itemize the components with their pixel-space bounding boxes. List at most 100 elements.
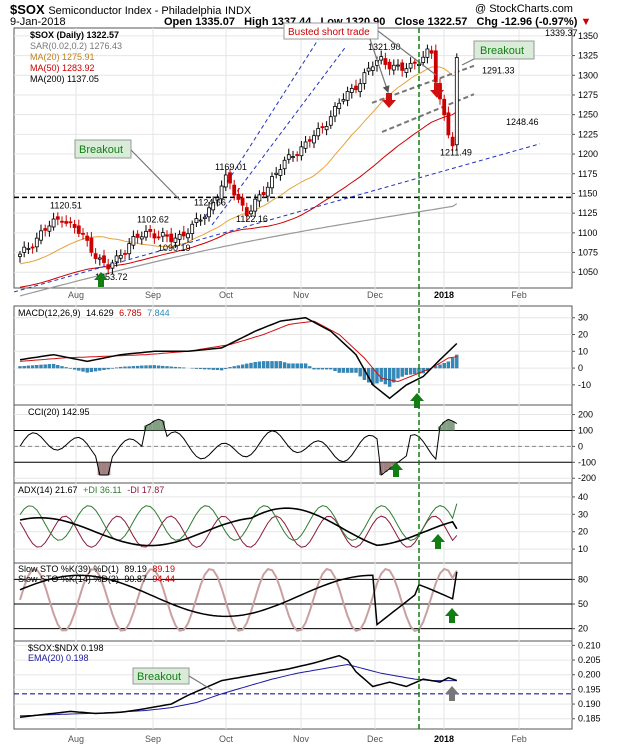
- legend-sar: SAR(0.02,0.2) 1276.43: [30, 41, 122, 51]
- macd-histogram-bar: [266, 361, 270, 369]
- y-tick-label: 0.190: [578, 699, 601, 709]
- candle-body: [442, 98, 447, 116]
- candle-body: [454, 57, 459, 146]
- neutral-arrow-icon: [445, 686, 459, 701]
- macd-histogram-bar: [81, 367, 85, 372]
- ratio-panel: [13, 640, 573, 730]
- macd-histogram-bar: [198, 367, 203, 369]
- candle-body: [114, 255, 119, 263]
- candle-body: [198, 219, 203, 222]
- macd-histogram-bar: [51, 363, 56, 369]
- candle-body: [244, 207, 249, 216]
- ma20-line: [19, 66, 457, 265]
- y-tick-label: 1125: [578, 208, 597, 218]
- macd-histogram-bar: [320, 367, 325, 370]
- y-tick-label: 10: [578, 544, 588, 554]
- candle-body: [404, 68, 409, 73]
- price-label: 1122.16: [236, 214, 268, 224]
- candle-body: [135, 233, 140, 238]
- macd-histogram-bar: [93, 367, 98, 372]
- macd-histogram-bar: [383, 367, 388, 385]
- candle-body: [165, 234, 169, 237]
- legend-macd-name: MACD(12,26,9): [18, 308, 81, 318]
- candle-body: [47, 225, 52, 232]
- macd-histogram-bar: [77, 367, 81, 371]
- macd-histogram-bar: [303, 363, 308, 369]
- price-label: 1124.66: [194, 197, 226, 207]
- long-trendline: [13, 143, 541, 293]
- symbol: $SOX: [10, 2, 45, 17]
- index-name: Semiconductor Index - Philadelphia: [48, 5, 222, 17]
- macd-histogram-bar: [194, 367, 199, 369]
- candle-body: [89, 237, 94, 253]
- sell-arrow-icon: [382, 93, 396, 108]
- macd-histogram-bar: [39, 364, 43, 369]
- cci-overbought-fill: [160, 420, 165, 431]
- price-label: 1339.37: [545, 28, 578, 38]
- candle-body: [274, 172, 279, 175]
- legend-adx-mdi: -DI 17.87: [127, 485, 164, 495]
- cci-overbought-fill: [446, 419, 451, 431]
- chart-title: $SOX Semiconductor Index - Philadelphia …: [10, 2, 251, 17]
- candle-body: [131, 236, 136, 246]
- macd-histogram-bar: [333, 367, 337, 372]
- macd-histogram-bar: [215, 367, 220, 370]
- candle-body: [391, 64, 396, 71]
- macd-histogram-bar: [350, 367, 354, 373]
- candle-body: [186, 233, 190, 239]
- legend-macd: MACD(12,26,9) 14.629 6.785 7.844: [18, 308, 170, 318]
- macd-histogram-bar: [98, 367, 102, 371]
- macd-histogram-bar: [387, 367, 392, 387]
- candle-body: [379, 56, 384, 61]
- macd-histogram-bar: [144, 365, 148, 369]
- candle-body: [366, 67, 371, 72]
- legend-sto1: Slow STO %K(39) %D(1) 89.19 89.19: [18, 564, 175, 574]
- macd-histogram-bar: [442, 363, 446, 369]
- x-tick-label: 2018: [434, 734, 454, 744]
- breakout-right-box: [473, 40, 535, 60]
- candle-body: [354, 85, 358, 91]
- cci-oversold-fill: [379, 462, 384, 476]
- macd-histogram-bar: [127, 366, 131, 369]
- adx-line: [19, 507, 458, 547]
- macd-histogram-bar: [240, 364, 245, 369]
- candle-body: [257, 194, 262, 202]
- breakout-ratio-label: Breakout: [137, 671, 181, 683]
- y-tick-label: 40: [578, 492, 588, 502]
- macd-histogram-bar: [341, 367, 346, 373]
- y-tick-label: 20: [578, 330, 588, 340]
- x-tick-label: Feb: [511, 734, 527, 744]
- macd-histogram-bar: [211, 367, 215, 370]
- candle-body: [370, 66, 375, 71]
- legend-ma20: MA(20) 1275.91: [30, 52, 95, 62]
- candle-body: [295, 154, 300, 156]
- y-tick-label: 1300: [578, 70, 598, 80]
- legend-macd-v3: 7.844: [147, 308, 170, 318]
- candle-body: [34, 237, 39, 248]
- candle-body: [261, 192, 266, 196]
- macd-signal-line: [19, 320, 457, 383]
- candle-body: [316, 128, 321, 137]
- macd-histogram-bar: [18, 366, 22, 369]
- macd-histogram-bar: [56, 365, 60, 369]
- candle-body: [282, 159, 287, 170]
- macd-histogram-bar: [446, 361, 451, 369]
- cci-overbought-fill: [450, 421, 455, 431]
- macd-histogram-bar: [106, 367, 110, 370]
- macd-histogram-bar: [261, 361, 266, 369]
- cci-overbought-fill: [152, 420, 157, 431]
- x-tick-label: Oct: [219, 734, 234, 744]
- candle-body: [328, 116, 333, 126]
- macd-histogram-bar: [404, 367, 409, 375]
- candle-body: [106, 264, 111, 270]
- legend-cci: CCI(20) 142.95: [28, 407, 90, 417]
- candle-body: [207, 207, 211, 218]
- candle-body: [102, 255, 106, 263]
- y-tick-label: 1150: [578, 188, 597, 198]
- macd-histogram-bar: [165, 366, 169, 369]
- macd-histogram-bar: [337, 367, 341, 373]
- candle-body: [396, 64, 400, 67]
- macd-histogram-bar: [228, 367, 232, 369]
- macd-histogram-bar: [408, 367, 413, 375]
- candle-body: [123, 253, 127, 255]
